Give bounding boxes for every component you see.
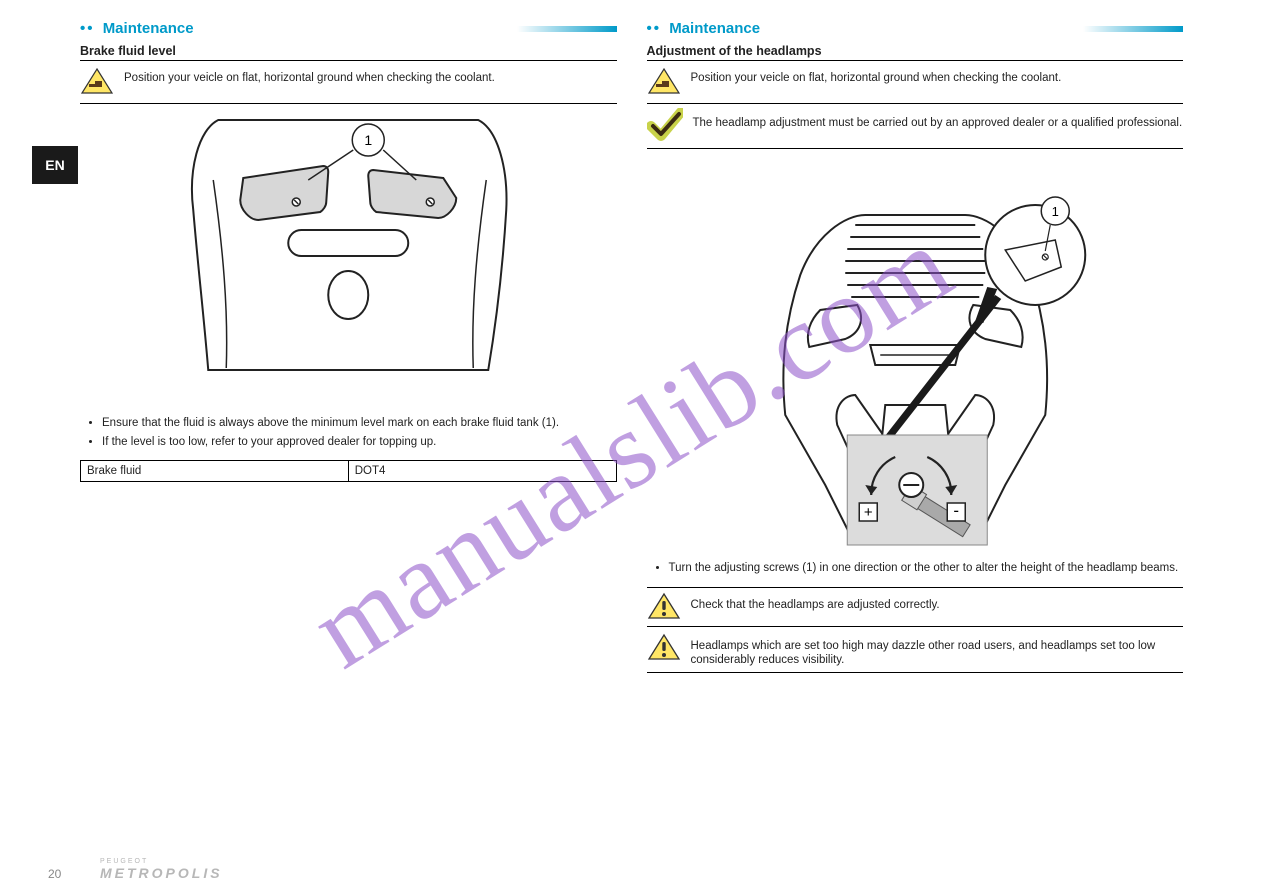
page-content: •• Maintenance Brake fluid level Positio… [0,0,1263,713]
header-dots: •• [80,20,95,37]
svg-text:-: - [953,501,959,520]
language-tab: EN [32,146,78,184]
bullet-list-left: Ensure that the fluid is always above th… [80,416,617,450]
list-item: Ensure that the fluid is always above th… [102,416,617,432]
subheading-right: Adjustment of the headlamps [647,44,1184,61]
brand-name: METROPOLIS [100,865,223,881]
section-header-left: •• Maintenance [80,20,617,40]
spec-value: DOT4 [348,461,616,482]
bullet-list-right: Turn the adjusting screws (1) in one dir… [647,561,1184,577]
note-text-left: Position your veicle on flat, horizontal… [124,67,617,86]
advice-text: The headlamp adjustment must be carried … [693,108,1184,131]
section-name: Maintenance [669,20,760,37]
brand-logo: PEUGEOT METROPOLIS [100,858,223,881]
header-gradient [1083,26,1183,32]
warning-icon [647,633,681,663]
section-name: Maintenance [103,20,194,37]
advice-row: The headlamp adjustment must be carried … [647,104,1184,149]
checkmark-icon [647,108,683,142]
warning-text-1: Check that the headlamps are adjusted co… [691,592,1184,613]
svg-text:1: 1 [1051,204,1058,219]
subheading-left: Brake fluid level [80,44,617,61]
note-text-right: Position your veicle on flat, horizontal… [691,67,1184,86]
brand-small: PEUGEOT [100,858,223,865]
header-dots: •• [647,20,662,37]
callout-label-1: 1 [364,132,372,148]
brake-reservoir-figure: 1 [80,110,617,410]
right-column: •• Maintenance Adjustment of the headlam… [647,20,1184,673]
headlamp-figure: 1 + - [647,155,1184,555]
note-row-left: Position your veicle on flat, horizontal… [80,61,617,104]
pointing-hand-icon [647,67,681,97]
list-item: Turn the adjusting screws (1) in one dir… [669,561,1184,577]
warning-row-1: Check that the headlamps are adjusted co… [647,587,1184,627]
pointing-hand-icon [80,67,114,97]
warning-text-2: Headlamps which are set too high may daz… [691,633,1184,669]
svg-text:+: + [863,504,872,521]
spec-table: Brake fluid DOT4 [80,460,617,482]
warning-icon [647,592,681,622]
list-item: If the level is too low, refer to your a… [102,435,617,451]
page-number: 20 [48,867,61,881]
note-row-right: Position your veicle on flat, horizontal… [647,61,1184,104]
warning-row-2: Headlamps which are set too high may daz… [647,629,1184,674]
section-header-right: •• Maintenance [647,20,1184,40]
table-row: Brake fluid DOT4 [81,461,617,482]
left-column: •• Maintenance Brake fluid level Positio… [80,20,617,673]
header-gradient [517,26,617,32]
spec-label: Brake fluid [81,461,349,482]
